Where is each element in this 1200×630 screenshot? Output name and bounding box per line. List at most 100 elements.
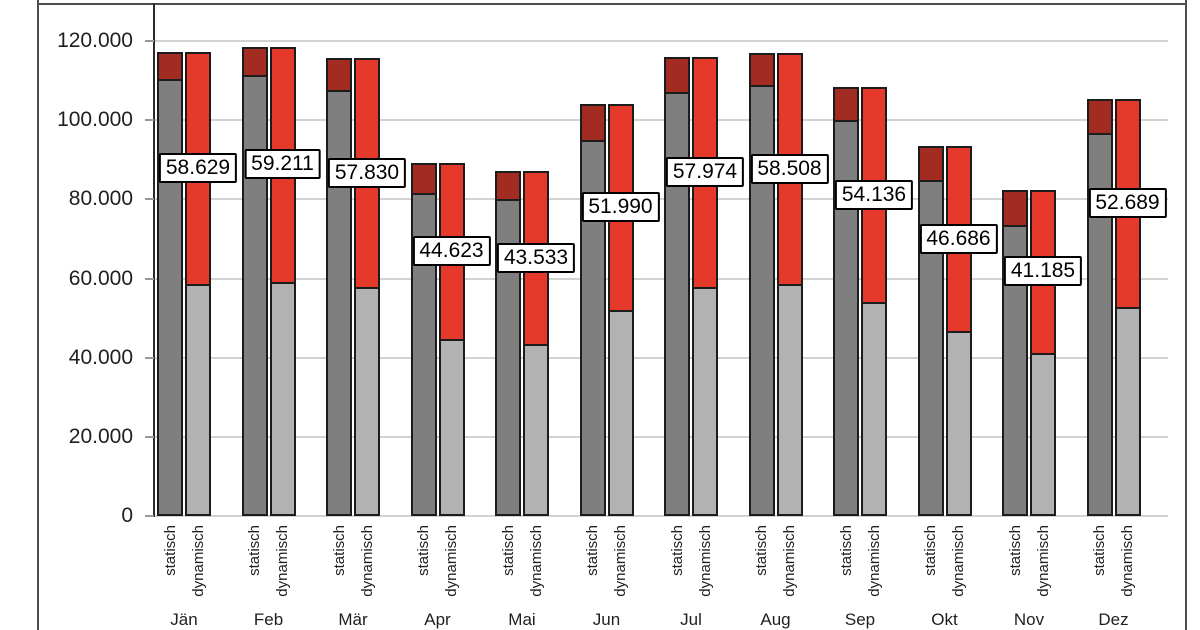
y-tick-0 [145,515,154,517]
month-label-Feb: Feb [253,610,284,629]
axis-label-dynamisch-Okt: dynamisch [950,525,967,615]
bar-Jun-statisch [579,104,606,516]
bar-Sep-dynamisch [861,87,887,516]
segment-statisch-rot [241,47,268,76]
segment-statisch-grau [326,90,352,516]
bar-Okt-statisch [917,146,944,516]
data-label-Dez: 52.689 [1088,188,1167,219]
axis-label-statisch-Dez: statisch [1091,525,1108,615]
y-axis-label: 80.000 [68,187,133,211]
bar-Mai-dynamisch [523,171,549,516]
axis-label-statisch-Apr: statisch [415,525,432,615]
axis-label-statisch-Jul: statisch [669,525,686,615]
data-label-Sep: 54.136 [834,179,914,210]
axis-label-dynamisch-Feb: dynamisch [274,525,291,615]
axis-label-text: statisch [330,525,348,576]
data-label-Jän: 58.629 [158,152,238,183]
axis-label-statisch-Nov: statisch [1007,525,1024,615]
y-axis-label: 40.000 [68,345,133,369]
month-label-Mai: Mai [508,610,536,629]
axis-label-statisch-Mär: statisch [331,525,348,615]
chart-frame-left [37,0,39,630]
data-label-Nov: 41.185 [1003,256,1083,287]
gridline-80.000 [155,198,1168,201]
gridline-100.000 [155,119,1168,122]
axis-label-text: dynamisch [358,525,376,597]
gridline-0 [155,515,1168,517]
segment-dynamisch-grau [945,331,972,516]
data-label-Aug: 58.508 [750,153,829,184]
axis-label-text: statisch [1006,525,1024,576]
y-axis-label: 0 [121,504,133,527]
axis-label-text: dynamisch [443,525,460,597]
y-tick-80.000 [145,198,154,201]
axis-label-text: statisch [753,525,770,576]
bar-Okt-dynamisch [945,146,972,516]
axis-label-dynamisch-Aug: dynamisch [781,525,798,615]
bar-Mai-statisch [495,171,521,516]
chart-frame-top [37,3,1187,5]
gridline-120.000 [155,40,1168,42]
bar-Mär-statisch [326,58,352,516]
month-label-Aug: Aug [760,610,791,629]
axis-label-text: dynamisch [1034,525,1052,597]
axis-label-dynamisch-Sep: dynamisch [866,525,883,615]
axis-label-text: statisch [161,525,179,576]
data-label-Okt: 46.686 [919,223,998,254]
segment-statisch-grau [748,85,775,516]
segment-statisch-rot [495,171,521,199]
segment-dynamisch-grau [185,283,211,516]
y-tick-60.000 [145,277,154,280]
month-label-Apr: Apr [424,610,451,629]
axis-label-text: dynamisch [1119,525,1136,597]
axis-label-text: statisch [246,525,263,576]
bar-Dez-dynamisch [1114,98,1141,516]
axis-label-statisch-Jun: statisch [584,525,601,615]
axis-label-dynamisch-Jun: dynamisch [612,525,629,615]
axis-label-statisch-Jän: statisch [162,525,179,615]
segment-dynamisch-grau [354,287,380,516]
bar-Nov-dynamisch [1030,189,1056,516]
segment-dynamisch-grau [438,339,465,516]
segment-statisch-rot [833,87,859,120]
segment-dynamisch-grau [1114,307,1141,516]
bar-Nov-statisch [1002,189,1028,516]
month-label-Jul: Jul [680,610,702,629]
axis-label-statisch-Aug: statisch [753,525,770,615]
segment-statisch-grau [157,78,183,516]
segment-statisch-rot [664,57,690,92]
y-axis-label: 60.000 [68,266,133,290]
axis-label-text: dynamisch [781,525,798,597]
data-label-Apr: 44.623 [412,236,491,267]
segment-statisch-rot [1002,189,1028,226]
segment-dynamisch-grau [607,310,634,516]
axis-label-dynamisch-Jul: dynamisch [697,525,714,615]
month-label-Jun: Jun [592,610,621,629]
segment-statisch-rot [917,146,944,180]
segment-statisch-rot [1086,98,1113,133]
y-tick-40.000 [145,356,154,359]
bar-Jul-dynamisch [692,57,718,516]
segment-dynamisch-grau [523,343,549,516]
segment-dynamisch-grau [1030,352,1056,516]
data-label-Mär: 57.830 [327,157,407,188]
axis-label-text: statisch [837,525,855,576]
month-label-Okt: Okt [931,610,958,629]
bar-Aug-statisch [748,52,775,516]
axis-label-statisch-Mai: statisch [500,525,517,615]
axis-label-text: dynamisch [950,525,967,597]
axis-label-text: dynamisch [696,525,714,597]
segment-statisch-rot [410,162,437,194]
axis-label-statisch-Sep: statisch [838,525,855,615]
y-tick-120.000 [145,40,154,42]
segment-statisch-grau [241,75,268,516]
axis-label-text: statisch [584,525,601,576]
axis-label-text: dynamisch [527,525,545,597]
segment-dynamisch-grau [776,284,803,516]
segment-statisch-rot [326,58,352,91]
axis-label-dynamisch-Jän: dynamisch [190,525,207,615]
y-axis-label: 120.000 [57,29,133,52]
segment-dynamisch-grau [692,286,718,516]
y-axis-line [153,3,155,517]
